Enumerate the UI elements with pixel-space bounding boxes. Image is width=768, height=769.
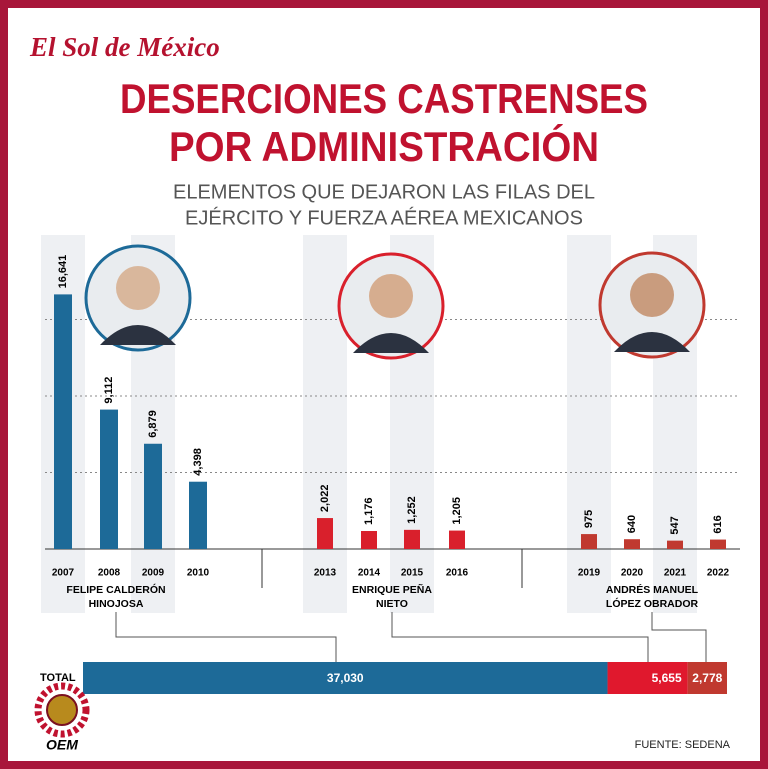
bar: [189, 481, 207, 549]
value-label: 616: [712, 515, 724, 533]
administration-label: HINOJOSA: [89, 598, 144, 610]
x-tick-label: 2008: [98, 568, 121, 579]
value-label: 2,022: [319, 485, 331, 513]
value-label: 1,205: [451, 497, 463, 525]
value-label: 4,398: [192, 448, 204, 476]
logo-sun: [34, 682, 90, 738]
x-tick-label: 2013: [314, 568, 337, 579]
x-tick-label: 2014: [358, 568, 381, 579]
source: FUENTE: SEDENA: [635, 739, 731, 751]
connector: [391, 612, 649, 662]
value-label: 640: [626, 515, 638, 533]
value-label: 1,252: [406, 496, 418, 524]
administration-label: FELIPE CALDERÓN: [66, 583, 165, 596]
bar: [710, 539, 726, 549]
bar: [624, 539, 640, 549]
value-label: 16,641: [57, 255, 69, 289]
administration-label: ANDRÉS MANUEL: [606, 583, 699, 596]
administration-label: ENRIQUE PEÑA: [352, 583, 432, 596]
logo: OEM: [34, 682, 90, 753]
brand: El Sol de México: [29, 32, 220, 62]
logo-text: OEM: [46, 737, 78, 753]
bar: [100, 409, 118, 549]
connector: [115, 612, 337, 662]
bar: [667, 540, 683, 549]
subtitle: ELEMENTOS QUE DEJARON LAS FILAS DEL: [173, 181, 595, 203]
x-tick-label: 2007: [52, 568, 75, 579]
logo-face: [46, 694, 78, 726]
suit: [614, 332, 690, 352]
face: [369, 274, 413, 318]
administration-label: NIETO: [376, 598, 408, 610]
value-label: 547: [669, 516, 681, 534]
x-tick-label: 2021: [664, 568, 687, 579]
bar: [144, 443, 162, 549]
x-tick-label: 2016: [446, 568, 469, 579]
administration-label: LÓPEZ OBRADOR: [606, 597, 699, 610]
x-tick-label: 2015: [401, 568, 424, 579]
bar: [581, 534, 597, 549]
value-label: 6,879: [147, 410, 159, 438]
portraits: [84, 244, 706, 360]
suit: [100, 325, 176, 345]
subtitle: EJÉRCITO Y FUERZA AÉREA MEXICANOS: [185, 206, 583, 229]
total-value-label: 2,778: [692, 671, 722, 685]
face: [116, 266, 160, 310]
total-label: TOTAL: [40, 672, 76, 684]
x-tick-label: 2022: [707, 568, 730, 579]
total-value-label: 5,655: [652, 671, 682, 685]
x-tick-label: 2009: [142, 568, 165, 579]
bar: [449, 530, 465, 549]
connector: [651, 612, 707, 662]
title: POR ADMINISTRACIÓN: [169, 122, 599, 170]
total-segment: [83, 662, 608, 694]
value-label: 1,176: [363, 497, 375, 525]
bar: [54, 294, 72, 549]
bar: [317, 518, 333, 549]
title: DESERCIONES CASTRENSES: [120, 75, 648, 122]
total-segment: [607, 662, 688, 694]
face: [630, 273, 674, 317]
total-segment: [687, 662, 727, 694]
suit: [353, 333, 429, 353]
x-tick-label: 2010: [187, 568, 210, 579]
x-tick-label: 2020: [621, 568, 644, 579]
bar: [404, 529, 420, 549]
value-label: 9,112: [103, 377, 115, 404]
value-label: 975: [583, 510, 595, 528]
connectors: [115, 612, 707, 662]
bar: [361, 531, 377, 549]
total-value-label: 37,030: [327, 671, 364, 685]
x-tick-label: 2019: [578, 568, 601, 579]
